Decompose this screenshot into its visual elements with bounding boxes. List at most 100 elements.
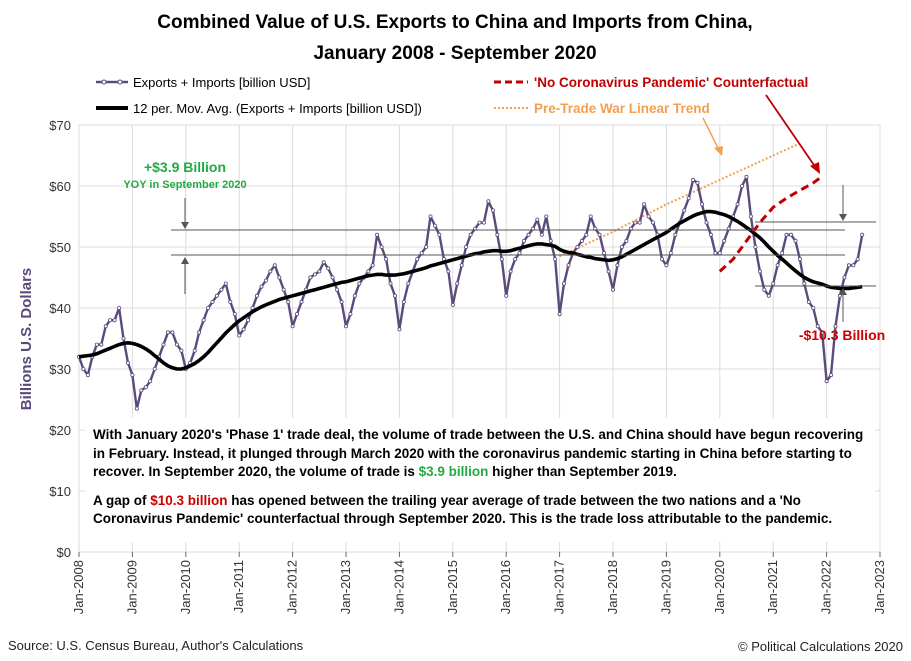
data-point-monthly — [134, 406, 139, 411]
data-point-monthly — [170, 330, 175, 335]
data-point-monthly — [459, 263, 464, 268]
data-point-monthly — [343, 324, 348, 329]
counterfactual-pointer — [765, 94, 817, 169]
gain-arrowhead-down — [181, 222, 189, 229]
data-point-monthly — [575, 244, 580, 249]
data-point-monthly — [504, 293, 509, 298]
data-point-monthly — [352, 293, 357, 298]
data-point-monthly — [192, 348, 197, 353]
data-point-monthly — [388, 281, 393, 286]
data-point-monthly — [455, 281, 460, 286]
y-tick-label: $0 — [57, 545, 71, 560]
x-tick-label: Jan-2010 — [178, 560, 193, 614]
data-point-monthly — [486, 199, 491, 204]
data-point-monthly — [606, 269, 611, 274]
data-point-monthly — [326, 266, 331, 271]
data-point-monthly — [392, 293, 397, 298]
data-point-monthly — [673, 232, 678, 237]
data-point-monthly — [637, 220, 642, 225]
x-tick-label: Jan-2008 — [71, 560, 86, 614]
data-point-monthly — [108, 318, 113, 323]
data-point-monthly — [753, 244, 758, 249]
data-point-monthly — [740, 183, 745, 188]
data-point-monthly — [384, 257, 389, 262]
data-point-monthly — [611, 287, 616, 292]
note-p1-end: higher than September 2019. — [488, 464, 677, 479]
data-point-monthly — [624, 238, 629, 243]
data-point-monthly — [562, 281, 567, 286]
data-point-monthly — [815, 324, 820, 329]
note-p1-text: With January 2020's 'Phase 1' trade deal… — [93, 427, 864, 479]
data-point-monthly — [548, 238, 553, 243]
note-paragraph-1: With January 2020's 'Phase 1' trade deal… — [93, 426, 869, 482]
data-point-monthly — [481, 220, 486, 225]
data-point-monthly — [375, 232, 380, 237]
data-point-monthly — [829, 373, 834, 378]
trend-pointer-head — [714, 146, 723, 156]
data-point-monthly — [228, 299, 233, 304]
data-point-monthly — [94, 342, 99, 347]
data-point-monthly — [232, 312, 237, 317]
source-note: Source: U.S. Census Bureau, Author's Cal… — [8, 638, 304, 653]
data-point-monthly — [539, 232, 544, 237]
data-point-monthly — [272, 263, 277, 268]
data-point-monthly — [415, 257, 420, 262]
data-point-monthly — [428, 214, 433, 219]
legend-pointers — [702, 94, 820, 174]
gridlines — [78, 124, 881, 553]
data-point-monthly — [339, 299, 344, 304]
data-point-monthly — [335, 287, 340, 292]
data-point-monthly — [348, 312, 353, 317]
y-axis: $0 $10 $20 $30 $40 $50 $60 $70 — [49, 118, 71, 560]
data-point-monthly — [477, 220, 482, 225]
chart-title-line2: January 2008 - September 2020 — [313, 43, 596, 64]
data-point-monthly — [780, 251, 785, 256]
data-point-monthly — [321, 260, 326, 265]
data-point-monthly — [722, 238, 727, 243]
legend: Exports + Imports [billion USD] 12 per. … — [96, 75, 808, 116]
data-point-monthly — [490, 208, 495, 213]
data-point-monthly — [379, 244, 384, 249]
data-point-monthly — [682, 208, 687, 213]
gain-arrowhead-up — [181, 257, 189, 264]
copyright-note: © Political Calculations 2020 — [738, 639, 903, 654]
note-p2-start: A gap of — [93, 492, 151, 508]
data-point-monthly — [259, 284, 264, 289]
data-point-monthly — [508, 269, 513, 274]
explanatory-note: With January 2020's 'Phase 1' trade deal… — [85, 418, 875, 542]
data-point-monthly — [450, 302, 455, 307]
data-point-monthly — [633, 220, 638, 225]
x-tick-label: Jan-2011 — [231, 560, 246, 613]
data-point-monthly — [250, 305, 255, 310]
data-point-monthly — [513, 257, 518, 262]
data-point-monthly — [651, 220, 656, 225]
data-point-monthly — [357, 281, 362, 286]
data-point-monthly — [717, 251, 722, 256]
data-point-monthly — [602, 251, 607, 256]
data-point-monthly — [201, 318, 206, 323]
data-point-monthly — [811, 305, 816, 310]
x-axis: Jan-2008 Jan-2009 Jan-2010 Jan-2011 Jan-2012… — [71, 552, 887, 614]
data-point-monthly — [619, 244, 624, 249]
data-point-monthly — [366, 269, 371, 274]
data-point-monthly — [833, 324, 838, 329]
data-point-monthly — [197, 330, 202, 335]
data-point-monthly — [789, 232, 794, 237]
legend-label-counterfactual: 'No Coronavirus Pandemic' Counterfactual — [534, 75, 808, 90]
note-p2-end: has opened between the trailing year ave… — [93, 492, 833, 527]
data-point-monthly — [206, 305, 211, 310]
loss-arrowhead-down — [839, 214, 847, 221]
x-tick-label: Jan-2021 — [765, 560, 780, 614]
data-point-monthly — [664, 263, 669, 268]
note-p1-value: $3.9 billion — [418, 464, 489, 479]
x-tick-label: Jan-2017 — [552, 560, 567, 614]
data-point-monthly — [143, 385, 148, 390]
data-point-monthly — [544, 214, 549, 219]
data-point-monthly — [855, 257, 860, 262]
data-point-monthly — [793, 238, 798, 243]
data-point-monthly — [312, 272, 317, 277]
series-layer — [77, 142, 865, 411]
x-tick-label: Jan-2023 — [872, 560, 887, 614]
data-point-monthly — [686, 196, 691, 201]
data-point-monthly — [806, 299, 811, 304]
